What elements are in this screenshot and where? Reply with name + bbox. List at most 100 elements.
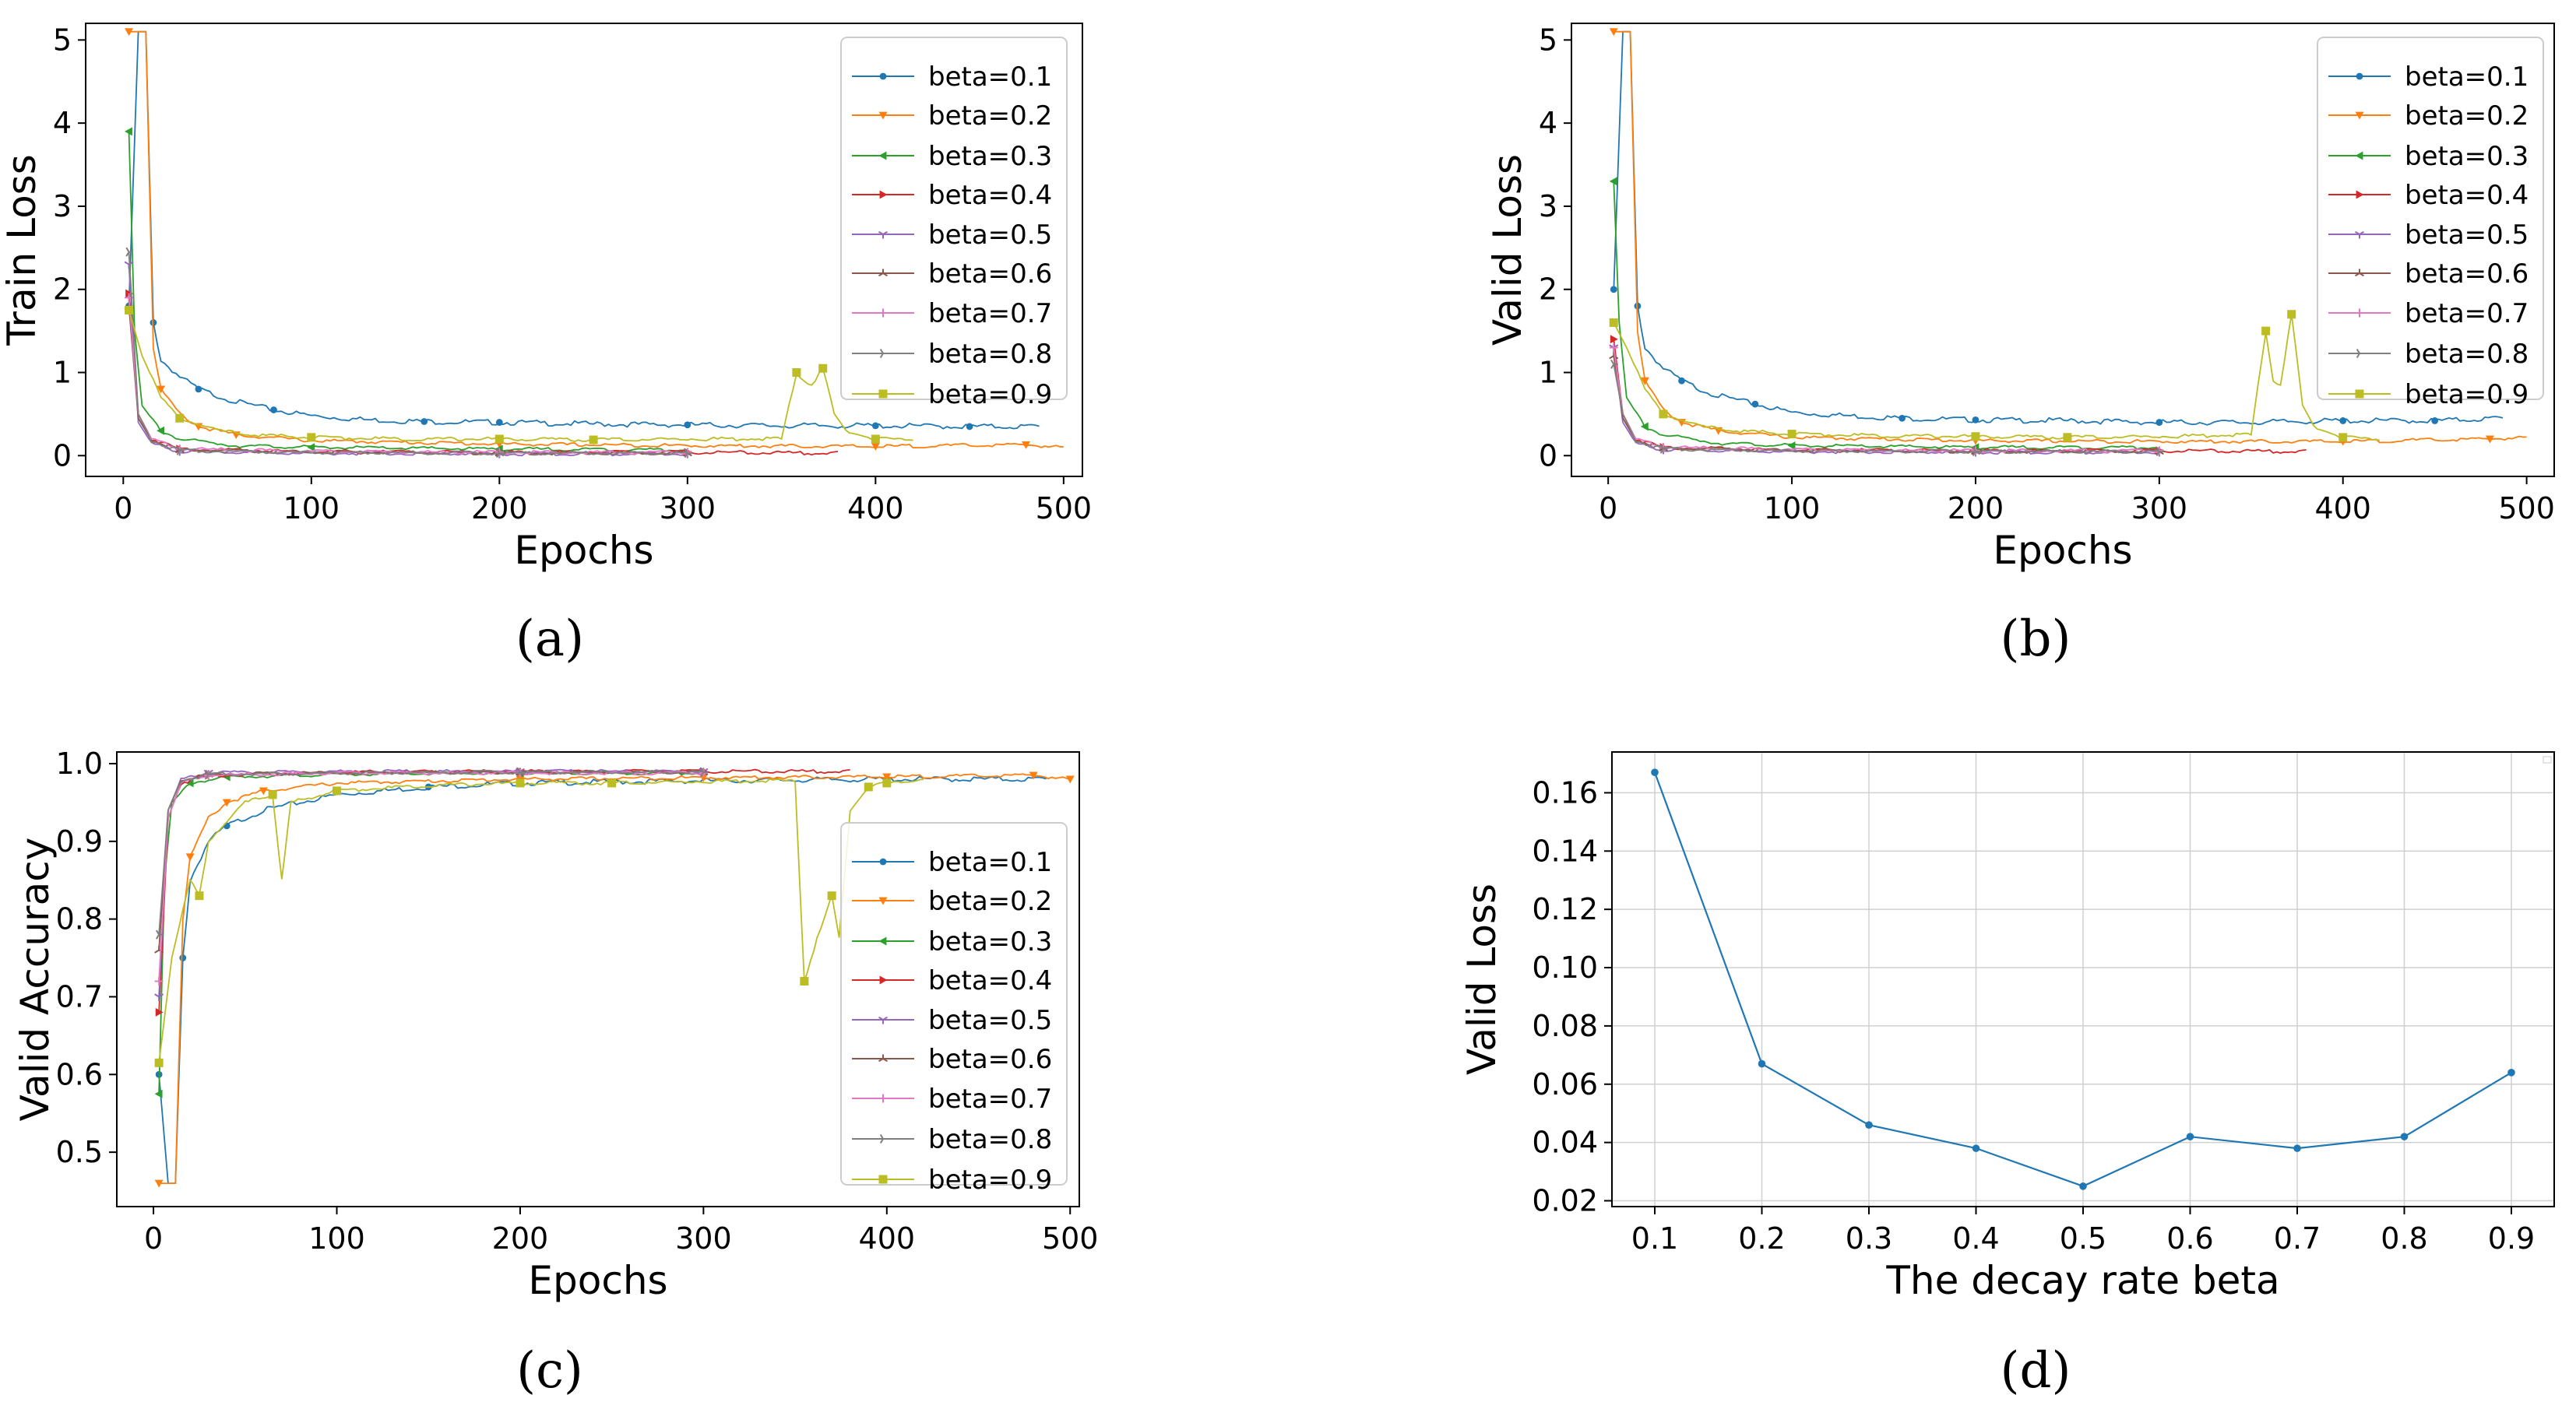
data-point [2063,433,2072,442]
legend: beta=0.1 beta=0.2 beta=0.3 beta=0.4 beta=0.5… [840,37,1068,410]
series-line-beta=0.6 [128,306,688,456]
data-point [2079,1182,2087,1190]
data-point [1640,377,1649,385]
legend-marker [878,936,887,946]
data-point [1659,409,1668,419]
y-tick-label: 0.06 [1532,1067,1598,1102]
series-line-beta=0.6 [1613,356,2159,455]
x-tick-label: 200 [492,1221,549,1256]
series-line-beta=0.7 [158,770,704,982]
series-line-beta=0.9 [1613,314,2381,441]
data-point [176,445,185,455]
legend-marker [878,230,889,239]
series-line-beta=0.5 [158,768,704,997]
x-tick-label: 300 [675,1221,732,1256]
x-tick-label: 300 [660,491,716,525]
x-tick-label: 0.9 [2488,1221,2535,1256]
y-tick-label: 0.6 [56,1057,103,1091]
y-tick-label: 1.0 [56,747,103,781]
legend-label: beta=0.3 [2405,141,2528,172]
data-point [495,419,503,426]
plot-area [154,767,1075,1188]
data-point [1640,422,1649,431]
legend-marker [2355,308,2364,318]
y-tick-label: 0 [53,438,72,473]
y-tick-label: 0.7 [56,979,103,1014]
data-point [421,418,428,425]
legend-marker [878,1016,889,1024]
data-point [157,385,166,394]
data-point [2338,433,2348,442]
legend-label: beta=0.1 [928,61,1052,93]
series-line-beta=0.4 [128,293,839,456]
y-tick-label: 3 [1539,189,1557,223]
legend-marker [879,348,888,359]
legend-label: beta=0.7 [928,1084,1052,1115]
legend-marker [2356,348,2364,359]
x-tick-label: 100 [283,491,340,525]
data-point [516,778,525,788]
legend-label: beta=0.1 [2405,61,2528,93]
panel-label-d: (d) [2001,1342,2071,1400]
x-tick-label: 400 [859,1221,916,1256]
x-tick-label: 100 [1764,491,1821,525]
x-tick-label: 500 [1036,491,1093,525]
legend-marker [878,1054,889,1063]
data-point [882,773,892,782]
series-line-beta=0.3 [128,131,688,452]
data-point [1609,318,1618,327]
data-point [154,993,164,1001]
legend-marker [2355,111,2364,120]
data-point [205,769,213,779]
data-point [1758,1059,1766,1068]
x-tick-label: 100 [308,1221,365,1256]
y-tick-label: 2 [53,272,72,307]
legend-label: beta=0.4 [2405,180,2528,211]
data-point [1610,335,1618,344]
data-point [1659,444,1668,454]
data-point [1029,771,1038,780]
legend-marker [2355,151,2363,160]
legend-label: beta=0.9 [928,379,1052,410]
data-point [1065,775,1075,784]
y-tick-label: 1 [1539,356,1557,390]
data-point [1609,177,1617,186]
legend-marker [879,858,887,866]
data-point [2287,310,2296,319]
x-tick-label: 0.5 [2060,1221,2106,1256]
panel-label-b: (b) [2001,610,2071,668]
data-point [827,891,836,901]
legend-label: beta=0.6 [928,258,1052,290]
legend-label: beta=0.3 [928,926,1052,957]
series-line-beta=0.8 [158,769,704,935]
panel-c-chart: 0 100 200 300 400 500 0.5 0.6 0.7 0.8 0.9 1.0 Epochs… [12,747,1098,1303]
legend-marker [2354,230,2365,239]
y-tick-label: 0.04 [1532,1126,1598,1160]
x-tick-label: 0 [114,491,132,525]
data-point [154,1089,163,1098]
y-tick-label: 0.10 [1532,950,1598,985]
data-point [333,786,342,796]
panel-b-chart: 0 100 200 300 400 500 0 1 2 3 4 5 Epochs Valid Loss be… [1485,23,2555,573]
legend-label: beta=0.2 [928,886,1052,917]
y-axis-label: Train Loss [0,154,44,346]
x-tick-label: 0.7 [2274,1221,2321,1256]
legend-label: beta=0.1 [928,847,1052,878]
series-line-beta=0.7 [128,297,688,455]
series-line-beta=0.1 [128,30,1040,430]
data-point [1651,768,1659,777]
data-point [155,929,164,940]
axes-frame [1571,23,2555,477]
legend-label: beta=0.7 [928,298,1052,329]
data-point [871,422,879,430]
panel-a-chart: 0 100 200 300 400 500 0 1 2 3 4 5 Epochs Train Loss be… [0,23,1092,573]
data-point [185,853,195,862]
data-point [871,434,880,444]
legend: beta=0.1 beta=0.2 beta=0.3 beta=0.4 beta=0.5… [840,822,1068,1196]
legend-box [840,37,1068,400]
legend-marker [879,190,888,199]
series-line-beta=0.9 [128,310,913,443]
legend-marker [878,151,887,160]
data-point [2155,446,2164,456]
data-point [1865,1121,1873,1129]
